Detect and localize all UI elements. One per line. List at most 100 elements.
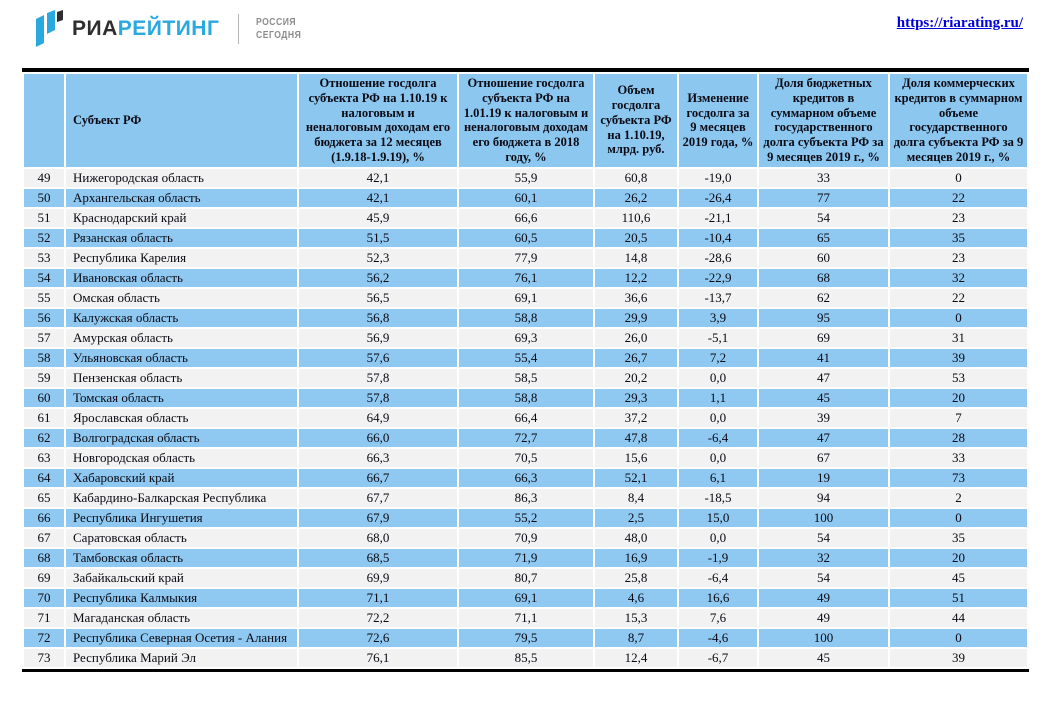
budget-loans-share-cell: 54	[759, 208, 888, 227]
brand-rating: РЕЙТИНГ	[117, 17, 220, 40]
region-cell: Омская область	[66, 288, 297, 307]
rank-cell: 70	[24, 588, 64, 607]
debt-change-cell: 0,0	[679, 368, 757, 387]
table-row: 50 Архангельская область 42,1 60,1 26,2 -26,4…	[24, 188, 1027, 207]
debt-ratio-1-01-19-cell: 58,8	[459, 308, 593, 327]
region-cell: Тамбовская область	[66, 548, 297, 567]
debt-ratio-1-01-19-cell: 69,3	[459, 328, 593, 347]
debt-volume-cell: 29,9	[595, 308, 677, 327]
debt-volume-cell: 25,8	[595, 568, 677, 587]
debt-change-cell: -13,7	[679, 288, 757, 307]
table-row: 63 Новгородская область 66,3 70,5 15,6 0,0 67 3…	[24, 448, 1027, 467]
commercial-loans-share-cell: 22	[890, 288, 1027, 307]
table-row: 56 Калужская область 56,8 58,8 29,9 3,9 95 0	[24, 308, 1027, 327]
budget-loans-share-cell: 68	[759, 268, 888, 287]
debt-ratio-1-01-19-cell: 76,1	[459, 268, 593, 287]
column-header-debt-change: Изменение госдолга за 9 месяцев 2019 год…	[679, 74, 757, 167]
debt-ratio-1-01-19-cell: 70,5	[459, 448, 593, 467]
debt-ratio-1-01-19-cell: 77,9	[459, 248, 593, 267]
debt-volume-cell: 20,5	[595, 228, 677, 247]
region-cell: Забайкальский край	[66, 568, 297, 587]
debt-change-cell: 0,0	[679, 448, 757, 467]
debt-change-cell: -22,9	[679, 268, 757, 287]
regional-debt-rating-table: Субъект РФ Отношение госдолга субъекта РФ…	[22, 68, 1029, 672]
debt-ratio-1-10-19-cell: 68,0	[299, 528, 457, 547]
rank-cell: 56	[24, 308, 64, 327]
budget-loans-share-cell: 65	[759, 228, 888, 247]
debt-ratio-1-01-19-cell: 58,5	[459, 368, 593, 387]
debt-ratio-1-01-19-cell: 55,2	[459, 508, 593, 527]
debt-change-cell: 15,0	[679, 508, 757, 527]
table-row: 67 Саратовская область 68,0 70,9 48,0 0,0 54 35	[24, 528, 1027, 547]
debt-ratio-1-10-19-cell: 52,3	[299, 248, 457, 267]
riarating-site-link[interactable]: https://riarating.ru/	[896, 15, 1023, 31]
commercial-loans-share-cell: 73	[890, 468, 1027, 487]
budget-loans-share-cell: 100	[759, 628, 888, 647]
budget-loans-share-cell: 49	[759, 608, 888, 627]
debt-change-cell: -18,5	[679, 488, 757, 507]
rank-cell: 71	[24, 608, 64, 627]
debt-ratio-1-01-19-cell: 66,4	[459, 408, 593, 427]
table-row: 55 Омская область 56,5 69,1 36,6 -13,7 62 22	[24, 288, 1027, 307]
debt-change-cell: 6,1	[679, 468, 757, 487]
brand-wordmark: РИАРЕЙТИНГ	[72, 17, 219, 41]
table-row: 53 Республика Карелия 52,3 77,9 14,8 -28,6 60 2…	[24, 248, 1027, 267]
rank-cell: 52	[24, 228, 64, 247]
agency-line1: РОССИЯ	[256, 15, 297, 28]
budget-loans-share-cell: 95	[759, 308, 888, 327]
debt-volume-cell: 15,6	[595, 448, 677, 467]
commercial-loans-share-cell: 51	[890, 588, 1027, 607]
debt-change-cell: -28,6	[679, 248, 757, 267]
rank-cell: 53	[24, 248, 64, 267]
region-cell: Кабардино-Балкарская Республика	[66, 488, 297, 507]
region-cell: Калужская область	[66, 308, 297, 327]
debt-volume-cell: 26,7	[595, 348, 677, 367]
debt-change-cell: -6,4	[679, 568, 757, 587]
debt-change-cell: -5,1	[679, 328, 757, 347]
commercial-loans-share-cell: 45	[890, 568, 1027, 587]
budget-loans-share-cell: 69	[759, 328, 888, 347]
budget-loans-share-cell: 45	[759, 648, 888, 667]
column-header-commercial-loans-share: Доля коммерческих кредитов в суммарном о…	[890, 74, 1027, 167]
budget-loans-share-cell: 62	[759, 288, 888, 307]
budget-loans-share-cell: 32	[759, 548, 888, 567]
debt-ratio-1-10-19-cell: 57,8	[299, 388, 457, 407]
table-row: 62 Волгоградская область 66,0 72,7 47,8 -6,4 4…	[24, 428, 1027, 447]
region-cell: Ульяновская область	[66, 348, 297, 367]
debt-volume-cell: 15,3	[595, 608, 677, 627]
debt-volume-cell: 60,8	[595, 168, 677, 187]
debt-volume-cell: 47,8	[595, 428, 677, 447]
debt-ratio-1-10-19-cell: 56,8	[299, 308, 457, 327]
budget-loans-share-cell: 54	[759, 568, 888, 587]
debt-change-cell: -10,4	[679, 228, 757, 247]
region-cell: Ивановская область	[66, 268, 297, 287]
commercial-loans-share-cell: 32	[890, 268, 1027, 287]
debt-ratio-1-10-19-cell: 67,7	[299, 488, 457, 507]
debt-change-cell: -4,6	[679, 628, 757, 647]
debt-ratio-1-10-19-cell: 57,8	[299, 368, 457, 387]
budget-loans-share-cell: 33	[759, 168, 888, 187]
debt-volume-cell: 4,6	[595, 588, 677, 607]
debt-change-cell: 0,0	[679, 528, 757, 547]
region-cell: Республика Калмыкия	[66, 588, 297, 607]
debt-ratio-1-10-19-cell: 64,9	[299, 408, 457, 427]
table-row: 69 Забайкальский край 69,9 80,7 25,8 -6,4 54 45	[24, 568, 1027, 587]
region-cell: Нижегородская область	[66, 168, 297, 187]
debt-ratio-1-01-19-cell: 72,7	[459, 428, 593, 447]
commercial-loans-share-cell: 23	[890, 248, 1027, 267]
debt-volume-cell: 26,2	[595, 188, 677, 207]
budget-loans-share-cell: 39	[759, 408, 888, 427]
table-row: 71 Магаданская область 72,2 71,1 15,3 7,6 49 44	[24, 608, 1027, 627]
table-row: 49 Нижегородская область 42,1 55,9 60,8 -19,0…	[24, 168, 1027, 187]
table-row: 58 Ульяновская область 57,6 55,4 26,7 7,2 41 39	[24, 348, 1027, 367]
debt-ratio-1-01-19-cell: 71,1	[459, 608, 593, 627]
column-header-region: Субъект РФ	[66, 74, 297, 167]
commercial-loans-share-cell: 0	[890, 508, 1027, 527]
debt-volume-cell: 12,2	[595, 268, 677, 287]
debt-ratio-1-01-19-cell: 80,7	[459, 568, 593, 587]
rank-cell: 62	[24, 428, 64, 447]
rank-cell: 67	[24, 528, 64, 547]
region-cell: Республика Карелия	[66, 248, 297, 267]
debt-volume-cell: 29,3	[595, 388, 677, 407]
region-cell: Пензенская область	[66, 368, 297, 387]
